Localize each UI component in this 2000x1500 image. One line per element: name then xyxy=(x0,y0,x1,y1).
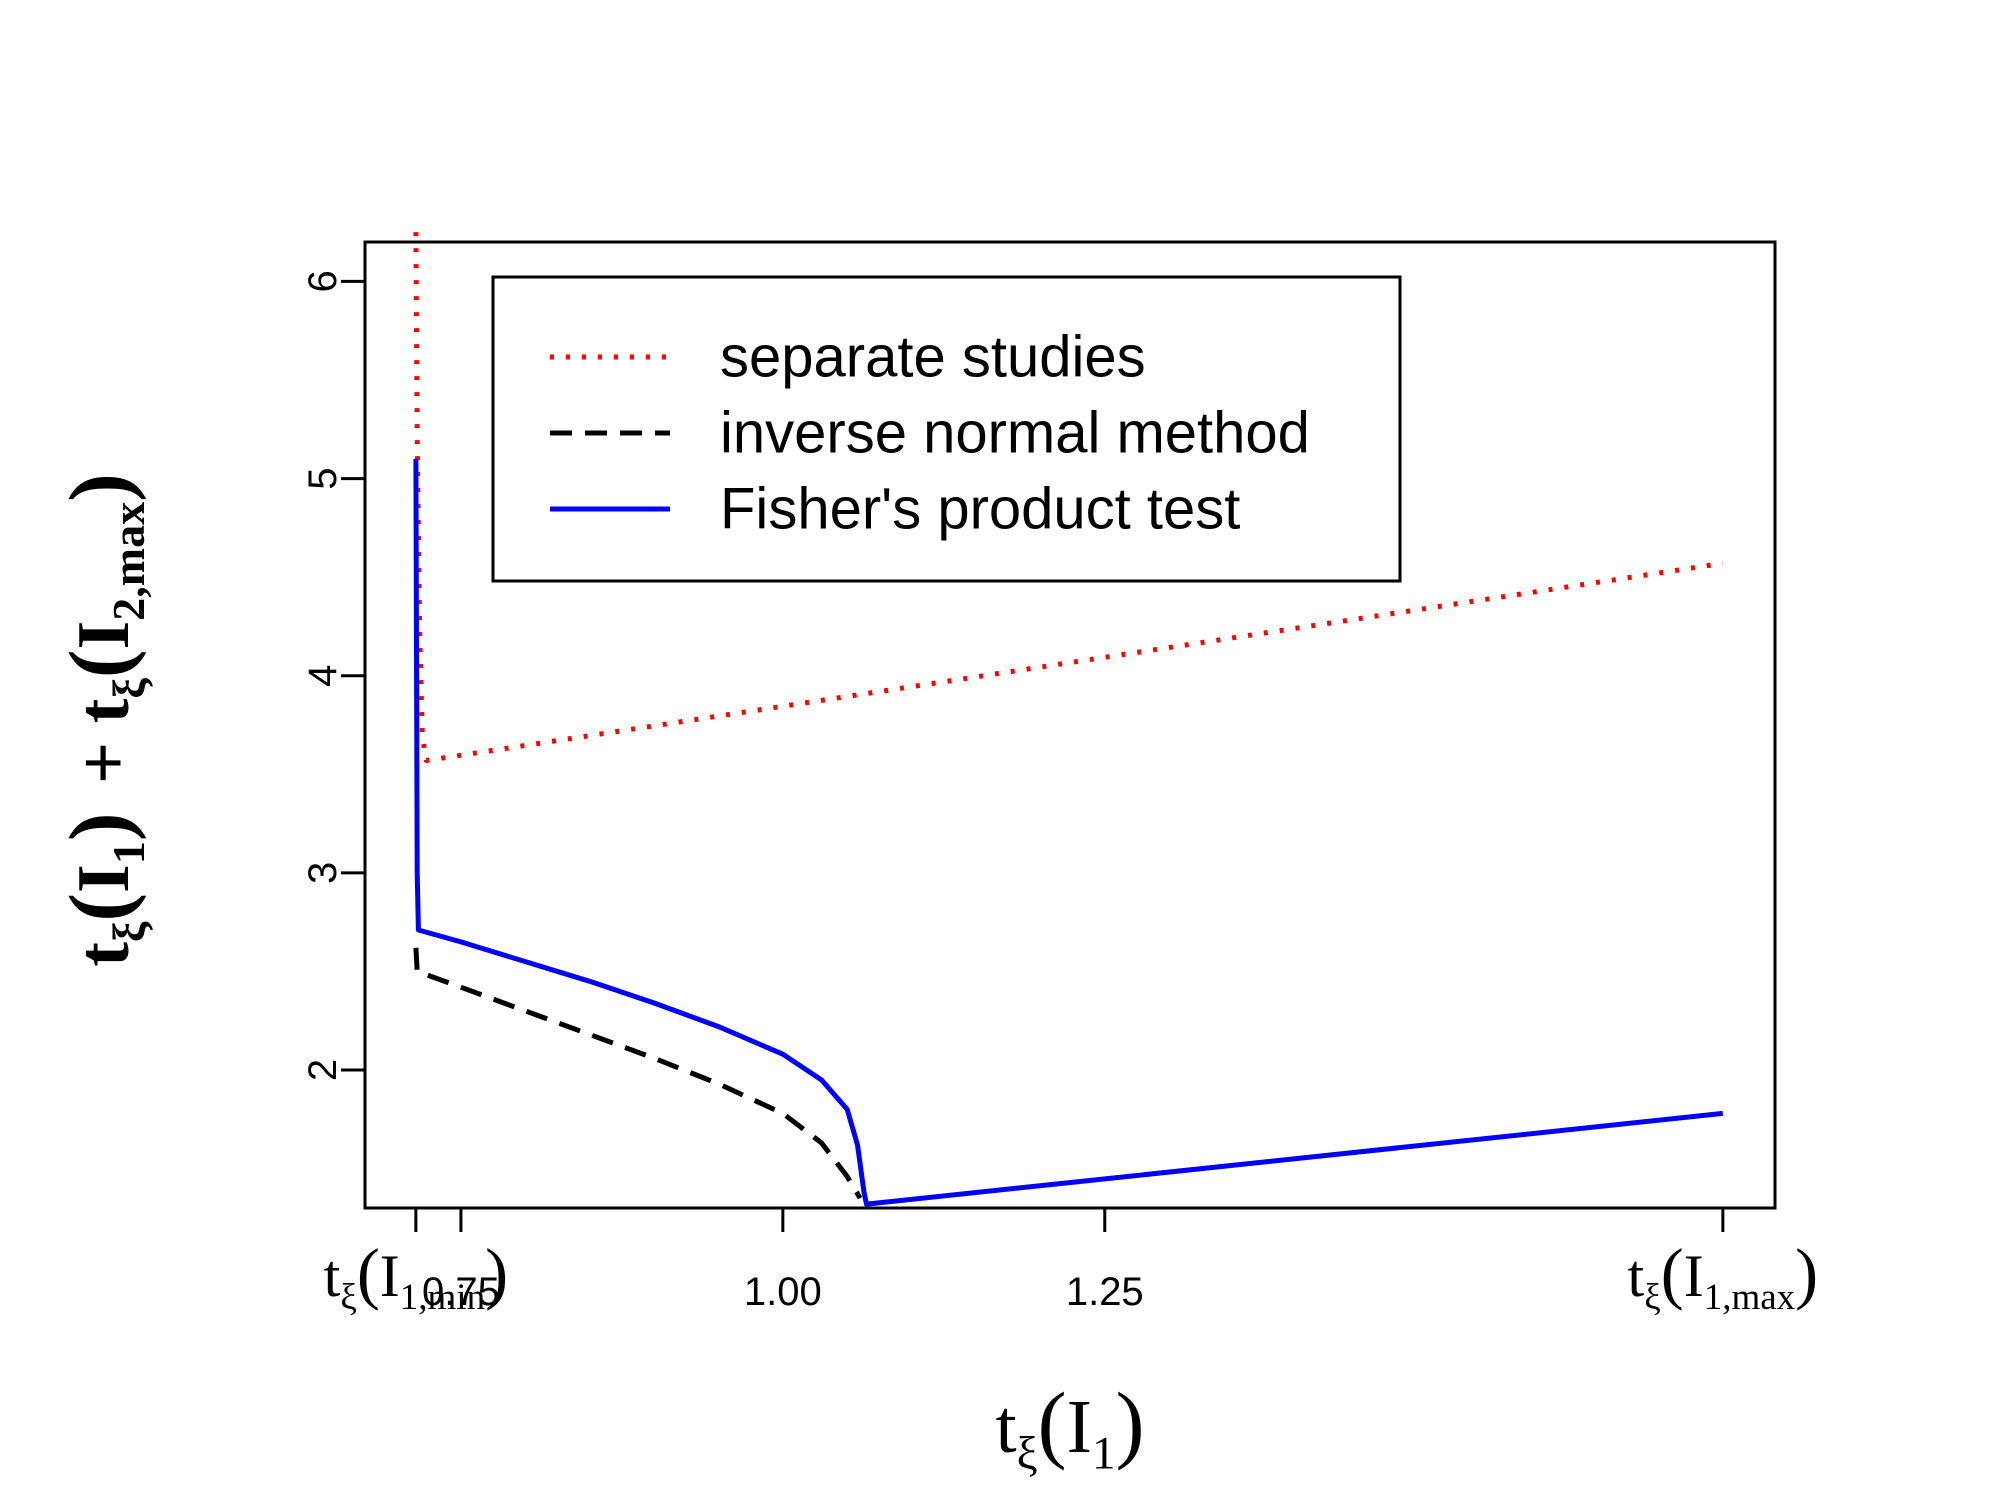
legend-box xyxy=(491,275,1402,583)
legend: separate studies inverse normal method Fis… xyxy=(491,275,1402,583)
y-tick-label: 2 xyxy=(301,1059,345,1081)
y-axis-label: tξ(I1) + tξ(I2,max) xyxy=(51,473,154,967)
x-tick-label: tξ(I1,min) xyxy=(324,1235,508,1318)
series-line-fisher-s-product-test xyxy=(413,458,1724,1207)
x-axis: tξ(I1,min)0.75 1.00 1.25 tξ(I1,max) xyxy=(324,1206,1819,1318)
y-tick-label: 4 xyxy=(301,665,345,687)
legend-label: separate studies xyxy=(720,325,1146,390)
x-tick-label: 0.75 xyxy=(422,1270,500,1314)
legend-label: inverse normal method xyxy=(720,401,1310,466)
x-axis-title: tξ(I1) xyxy=(995,1374,1144,1480)
series-line-inverse-normal-method xyxy=(413,947,863,1200)
x-axis-label: tξ(I1) xyxy=(995,1374,1144,1480)
x-tick-label: tξ(I1,max) xyxy=(1628,1235,1819,1318)
y-axis-title: tξ(I1) + tξ(I2,max) xyxy=(51,473,154,967)
y-axis: 2 3 4 5 6 xyxy=(301,270,367,1081)
x-tick-label: 1.25 xyxy=(1066,1270,1144,1314)
x-tick-label: 1.00 xyxy=(744,1270,822,1314)
y-tick-label: 3 xyxy=(301,862,345,884)
legend-label: Fisher's product test xyxy=(720,477,1240,542)
series-layer xyxy=(413,232,1724,1207)
y-tick-label: 5 xyxy=(301,467,345,489)
y-tick-label: 6 xyxy=(301,270,345,292)
